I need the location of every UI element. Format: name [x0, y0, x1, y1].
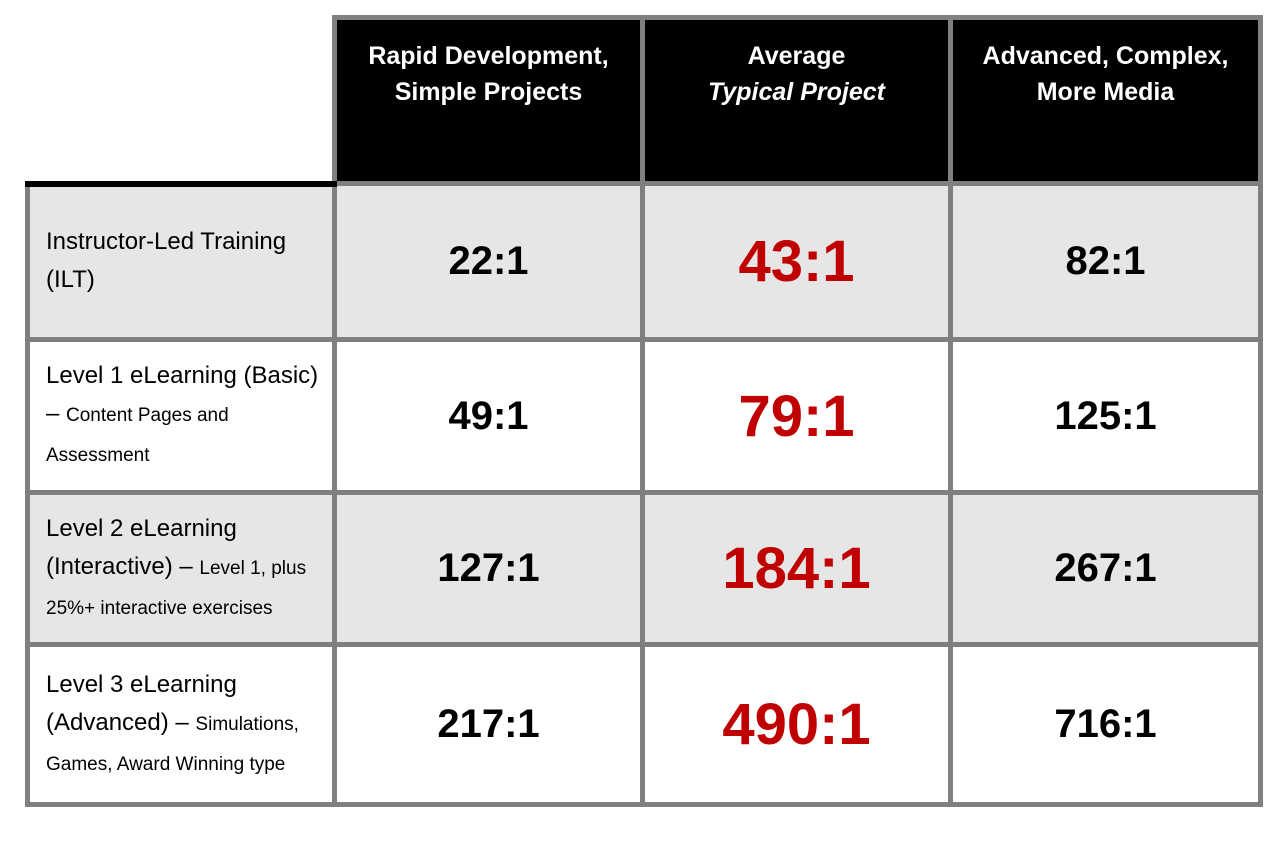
ratio-value-cell: 22:1	[332, 181, 645, 342]
ratio-value-cell-average: 43:1	[640, 181, 953, 342]
row-title-detail: Content Pages and Assessment	[46, 405, 229, 466]
header-line-2: More Media	[1036, 78, 1175, 106]
row-title: Instructor-Led Training (ILT)	[46, 227, 287, 293]
column-header-average: Average Typical Project	[640, 15, 953, 186]
row-label-ilt: Instructor-Led Training (ILT)	[25, 180, 337, 342]
row-title: Level 1 eLearning (Basic) –	[46, 362, 319, 427]
column-header-rapid-development: Rapid Development, Simple Projects	[332, 15, 645, 186]
ratio-value-cell: 49:1	[332, 337, 645, 495]
table-row-level1: Level 1 eLearning (Basic) – Content Page…	[25, 337, 1263, 495]
header-line-1: Rapid Development,	[368, 42, 609, 70]
row-title-detail: Level 1, plus 25%+ interactive exercises	[46, 557, 307, 619]
ratio-value-cell: 82:1	[948, 181, 1263, 342]
header-line-1: Average	[747, 42, 846, 70]
ratio-value-cell-average: 79:1	[640, 337, 953, 495]
row-label-level1: Level 1 eLearning (Basic) – Content Page…	[25, 337, 337, 495]
header-line-1: Advanced, Complex,	[982, 42, 1229, 70]
row-title: Level 3 eLearning (Advanced) –	[46, 670, 237, 736]
ratio-value-cell-average: 184:1	[640, 490, 953, 647]
table-header-row: Rapid Development, Simple Projects Avera…	[28, 15, 1263, 186]
ratio-value-cell-average: 490:1	[640, 642, 953, 807]
corner-empty-cell	[28, 18, 335, 184]
ratio-value-cell: 125:1	[948, 337, 1263, 495]
table-row-level2: Level 2 eLearning (Interactive) – Level …	[25, 490, 1263, 647]
header-line-2: Simple Projects	[394, 78, 583, 106]
row-label-level3: Level 3 eLearning (Advanced) – Simulatio…	[25, 642, 337, 807]
ratio-value-cell: 217:1	[332, 642, 645, 807]
development-ratio-table: Rapid Development, Simple Projects Avera…	[25, 15, 1263, 807]
row-title: Level 2 eLearning (Interactive) –	[46, 514, 237, 580]
table-row-ilt: Instructor-Led Training (ILT) 22:1 43:1 …	[25, 180, 1263, 342]
column-header-advanced-complex: Advanced, Complex, More Media	[948, 15, 1263, 186]
row-label-level2: Level 2 eLearning (Interactive) – Level …	[25, 490, 337, 647]
ratio-value-cell: 267:1	[948, 490, 1263, 647]
header-line-2: Typical Project	[708, 78, 885, 106]
table-row-level3: Level 3 eLearning (Advanced) – Simulatio…	[25, 642, 1263, 807]
ratio-value-cell: 127:1	[332, 490, 645, 647]
row-title-detail: Simulations, Games, Award Winning type	[46, 713, 299, 775]
ratio-value-cell: 716:1	[948, 642, 1263, 807]
